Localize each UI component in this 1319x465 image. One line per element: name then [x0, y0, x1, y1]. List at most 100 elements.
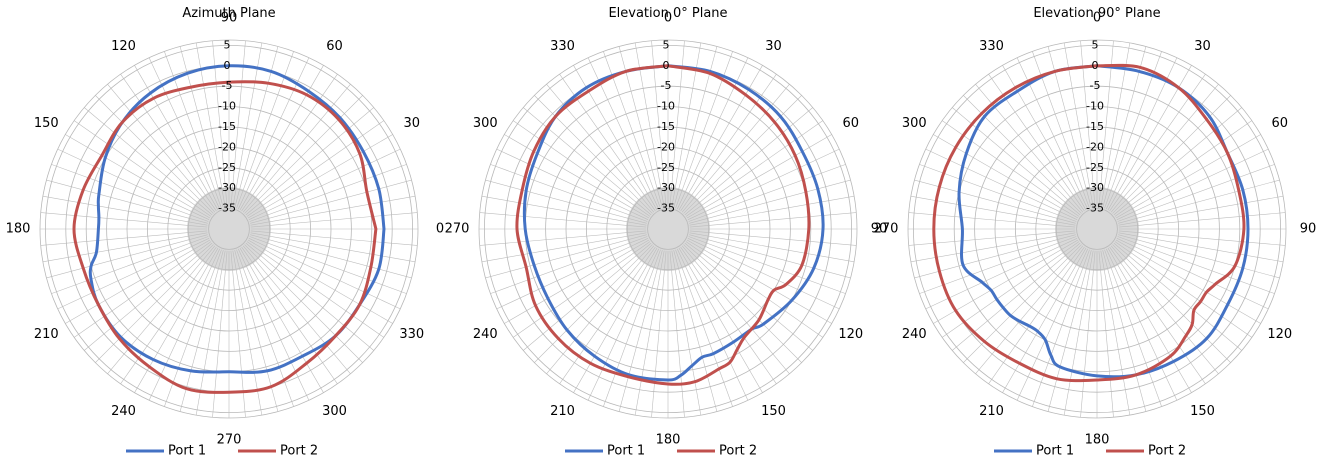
series-line-port-2 [932, 63, 1246, 383]
spoke [250, 195, 416, 226]
radial-tick-label: -35 [657, 202, 675, 215]
grid-ring [106, 106, 352, 352]
spoke [40, 212, 208, 228]
angle-label: 120 [838, 327, 863, 342]
spoke [120, 74, 217, 212]
spoke [1118, 179, 1280, 224]
spoke [250, 179, 412, 224]
radial-tick-label: -20 [657, 140, 675, 153]
spoke [681, 245, 790, 374]
spoke [1100, 250, 1131, 416]
spoke [1114, 120, 1252, 217]
spoke [942, 120, 1080, 217]
spoke [1016, 248, 1088, 401]
spoke [245, 242, 374, 351]
spoke [234, 46, 279, 208]
spoke [249, 236, 407, 294]
spoke [680, 246, 777, 384]
radial-tick-labels: 5 0 -5 -10 -15 -20 -25 -30 -35 [218, 38, 236, 214]
spoke [496, 148, 649, 220]
grid-ring [187, 187, 271, 271]
spoke [247, 134, 393, 219]
spoke [925, 148, 1078, 220]
spoke [230, 250, 246, 418]
grid-ring [44, 44, 414, 414]
spoke [65, 239, 211, 324]
legend-entry: Port 2 [280, 444, 318, 459]
grid-ring [167, 167, 291, 291]
spoke [134, 247, 219, 393]
spoke [1063, 42, 1094, 208]
spoke [250, 232, 416, 263]
radial-tick-label: -20 [218, 140, 236, 153]
spoke [244, 95, 363, 214]
radial-tick-label: 5 [224, 38, 231, 51]
grid-ring [545, 106, 791, 352]
spoke [689, 195, 855, 226]
spoke [963, 244, 1082, 363]
spoke [1109, 246, 1206, 384]
spoke [232, 42, 263, 208]
spoke [236, 249, 294, 407]
spoke [244, 244, 363, 363]
spoke [84, 107, 213, 216]
spoke [908, 212, 1076, 228]
radial-tick-label: 0 [224, 59, 231, 72]
spoke [248, 238, 401, 310]
spoke [479, 230, 647, 246]
angle-label: 120 [111, 39, 136, 54]
spoke [1116, 148, 1269, 220]
spoke [988, 74, 1085, 212]
legend: Port 1 Port 2 [126, 444, 318, 459]
grid-ring [483, 44, 853, 414]
radial-tick-label: -5 [661, 79, 672, 92]
grid-ring [974, 106, 1220, 352]
angle-label: 60 [326, 39, 343, 54]
spoke [1113, 107, 1242, 216]
spoke [1118, 232, 1284, 263]
spoke [490, 164, 648, 222]
legend-entry: Port 1 [607, 444, 645, 459]
angle-labels: 0 30 60 90 120 150 180 210 240 270 300 330 [874, 11, 1317, 448]
spoke [57, 148, 210, 220]
radial-tick-label: -20 [1086, 140, 1104, 153]
spoke [1104, 51, 1162, 209]
spoke [242, 245, 351, 374]
spoke [1116, 238, 1269, 310]
legend-entry: Port 1 [1036, 444, 1074, 459]
angle-label: 240 [111, 404, 136, 419]
spoke [246, 120, 384, 217]
spoke [1002, 65, 1087, 211]
spoke [95, 95, 214, 214]
series-line-port-1 [957, 64, 1250, 379]
spoke [1115, 239, 1261, 324]
spoke [687, 148, 840, 220]
angle-label: 30 [1194, 39, 1211, 54]
angle-label: 330 [399, 327, 424, 342]
spoke [490, 236, 648, 294]
angle-label: 60 [842, 116, 859, 131]
spoke [1118, 212, 1286, 228]
spoke [248, 148, 401, 220]
spoke [107, 84, 216, 213]
radial-tick-label: -25 [1086, 161, 1104, 174]
angle-label: 210 [550, 404, 575, 419]
spoke [988, 246, 1085, 384]
spoke [618, 46, 663, 208]
spoke [40, 230, 208, 246]
grid-ring [953, 85, 1241, 373]
radial-tick-label: -30 [657, 181, 675, 194]
angle-label: 150 [1190, 404, 1215, 419]
angle-label: 300 [322, 404, 347, 419]
spoke [1080, 250, 1096, 418]
spoke [910, 195, 1076, 226]
spoke [232, 250, 263, 416]
spoke [675, 249, 733, 407]
spoke [107, 245, 216, 374]
spoke [669, 250, 685, 418]
angle-label: 0 [664, 11, 672, 26]
spoke [618, 250, 663, 412]
radial-tick-label: -15 [218, 120, 236, 133]
radial-tick-label: -15 [657, 120, 675, 133]
